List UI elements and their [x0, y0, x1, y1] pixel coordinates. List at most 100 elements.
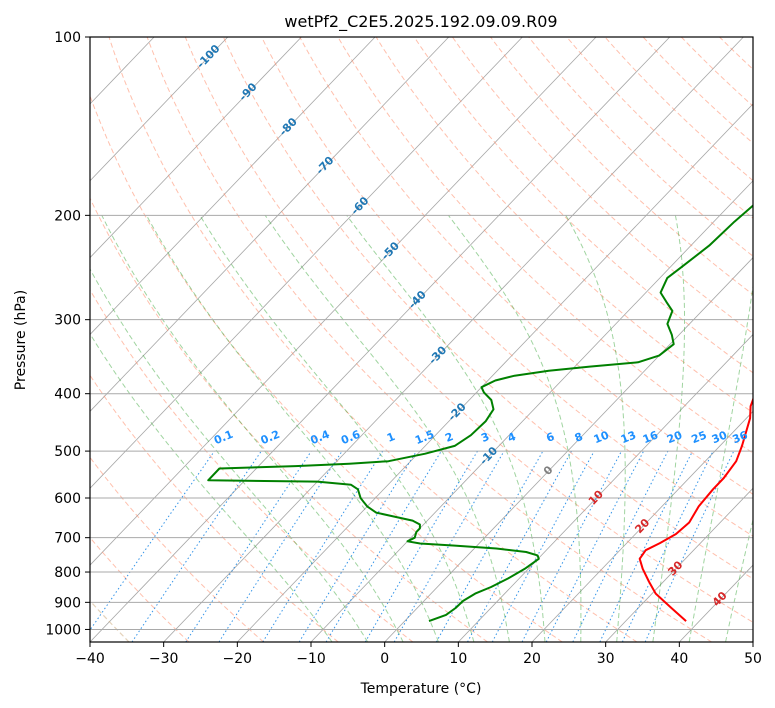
dry-adiabat	[451, 37, 753, 335]
y-tick-label: 100	[54, 30, 81, 46]
isotherm-line	[90, 37, 229, 182]
isotherm-line	[384, 257, 753, 642]
moist-adiabat	[346, 215, 546, 642]
x-axis: −40 −30 −20 −10 0 10 20 30 40 50	[75, 642, 762, 667]
moist-adiabat	[199, 215, 475, 642]
mixing-ratio-label: 8	[573, 430, 585, 445]
mixing-ratio-label: 10	[592, 428, 611, 446]
mixing-ratio-label: 3	[479, 430, 491, 445]
x-tick-label: 50	[744, 651, 762, 667]
mixing-ratio-line	[572, 450, 669, 642]
y-tick-label: 1000	[45, 622, 81, 638]
moist-adiabat	[448, 215, 582, 642]
plot-frame	[89, 36, 754, 643]
dry-adiabat	[413, 37, 753, 374]
x-tick-label: 0	[380, 651, 389, 667]
mixing-ratio-label: 6	[544, 430, 556, 445]
mixing-ratio-line	[491, 450, 595, 642]
mixing-ratio-label: 0.1	[212, 428, 235, 447]
mixing-ratio-line	[521, 450, 622, 642]
pressure-gridlines	[90, 37, 753, 630]
moist-adiabat	[264, 215, 510, 642]
mixing-ratio-line	[599, 450, 694, 642]
dry-adiabat	[90, 536, 190, 642]
isotherm-line	[237, 103, 753, 642]
dry-adiabat	[758, 37, 775, 642]
mixing-ratio-label: 30	[710, 428, 729, 446]
moist-adiabat	[688, 282, 753, 642]
y-tick-label: 800	[54, 565, 81, 581]
x-tick-label: 10	[449, 651, 467, 667]
moist-adiabat	[146, 215, 439, 642]
background-lines	[0, 37, 775, 642]
mixing-ratio-line	[325, 450, 442, 642]
dry-adiabat	[90, 94, 563, 642]
dry-adiabat	[528, 37, 753, 257]
dry-adiabat	[604, 37, 753, 182]
isotherm-line	[163, 37, 744, 642]
mixing-ratio-line	[364, 450, 478, 642]
profile-line	[207, 204, 753, 623]
moist-adiabat	[90, 332, 333, 642]
mixing-ratio-line	[545, 450, 645, 642]
dry-adiabat	[299, 37, 753, 495]
mixing-ratio-label: 1.5	[413, 428, 436, 447]
dry-adiabat	[490, 37, 753, 296]
dry-adiabat	[680, 37, 753, 107]
dry-adiabat	[108, 37, 638, 642]
isotherm-line	[531, 410, 753, 642]
profile-line	[638, 396, 753, 622]
mixing-ratio-line	[393, 450, 505, 642]
mixing-ratio-line	[644, 450, 735, 642]
mixing-ratio-line	[435, 450, 544, 642]
dry-adiabat	[90, 197, 488, 642]
dry-adiabat	[184, 37, 753, 623]
x-tick-label: −40	[75, 651, 105, 667]
mixing-ratio-label: 0.6	[339, 428, 362, 447]
x-tick-label: −30	[149, 651, 179, 667]
x-tick-label: −10	[296, 651, 326, 667]
y-axis: 100 200 300 400 500 600 700 800 900 1000	[45, 30, 90, 638]
isotherm-line	[752, 641, 753, 642]
mixing-ratio-label: 4	[506, 430, 518, 445]
isotherm-line	[679, 564, 753, 642]
isotherm-line	[90, 37, 302, 259]
moist-adiabat	[101, 215, 404, 642]
dry-adiabat	[566, 37, 753, 219]
dry-adiabat	[719, 37, 753, 70]
y-tick-label: 300	[54, 313, 81, 329]
isotherm-line	[458, 333, 753, 642]
dry-adiabat	[337, 37, 753, 454]
moist-adiabat	[565, 215, 626, 642]
y-axis-label: Pressure (hPa)	[13, 290, 29, 390]
mixing-ratio-label: 16	[641, 428, 660, 446]
dry-adiabat	[261, 37, 753, 537]
dry-adiabat-outer	[0, 37, 2, 642]
y-tick-label: 900	[54, 595, 81, 611]
x-tick-label: 30	[597, 651, 615, 667]
mixing-ratio-line	[262, 450, 384, 642]
moist-adiabat	[652, 215, 685, 642]
y-tick-label: 600	[54, 491, 81, 507]
dry-adiabat	[146, 37, 712, 642]
x-axis-label: Temperature (°C)	[360, 681, 482, 697]
dry-adiabat	[642, 37, 753, 144]
mixing-ratio-line	[131, 450, 262, 642]
isotherm-line	[90, 37, 671, 642]
dry-adiabat	[222, 37, 753, 580]
isotherm-line	[0, 37, 7, 642]
isotherm-line	[605, 487, 753, 642]
isotherm-line	[90, 37, 597, 566]
mixing-ratio-label: 36	[731, 428, 750, 446]
y-tick-label: 400	[54, 387, 81, 403]
x-tick-label: 20	[523, 651, 541, 667]
mixing-ratio-line	[298, 450, 417, 642]
isotherm-line	[90, 37, 523, 489]
isotherm-line	[90, 37, 376, 336]
moist-adiabat	[90, 268, 369, 642]
dry-adiabat	[90, 456, 264, 642]
mixing-ratio-line	[467, 450, 572, 642]
mixing-ratio-label: 20	[665, 428, 684, 446]
mixing-ratio-label: 0.2	[259, 428, 282, 447]
